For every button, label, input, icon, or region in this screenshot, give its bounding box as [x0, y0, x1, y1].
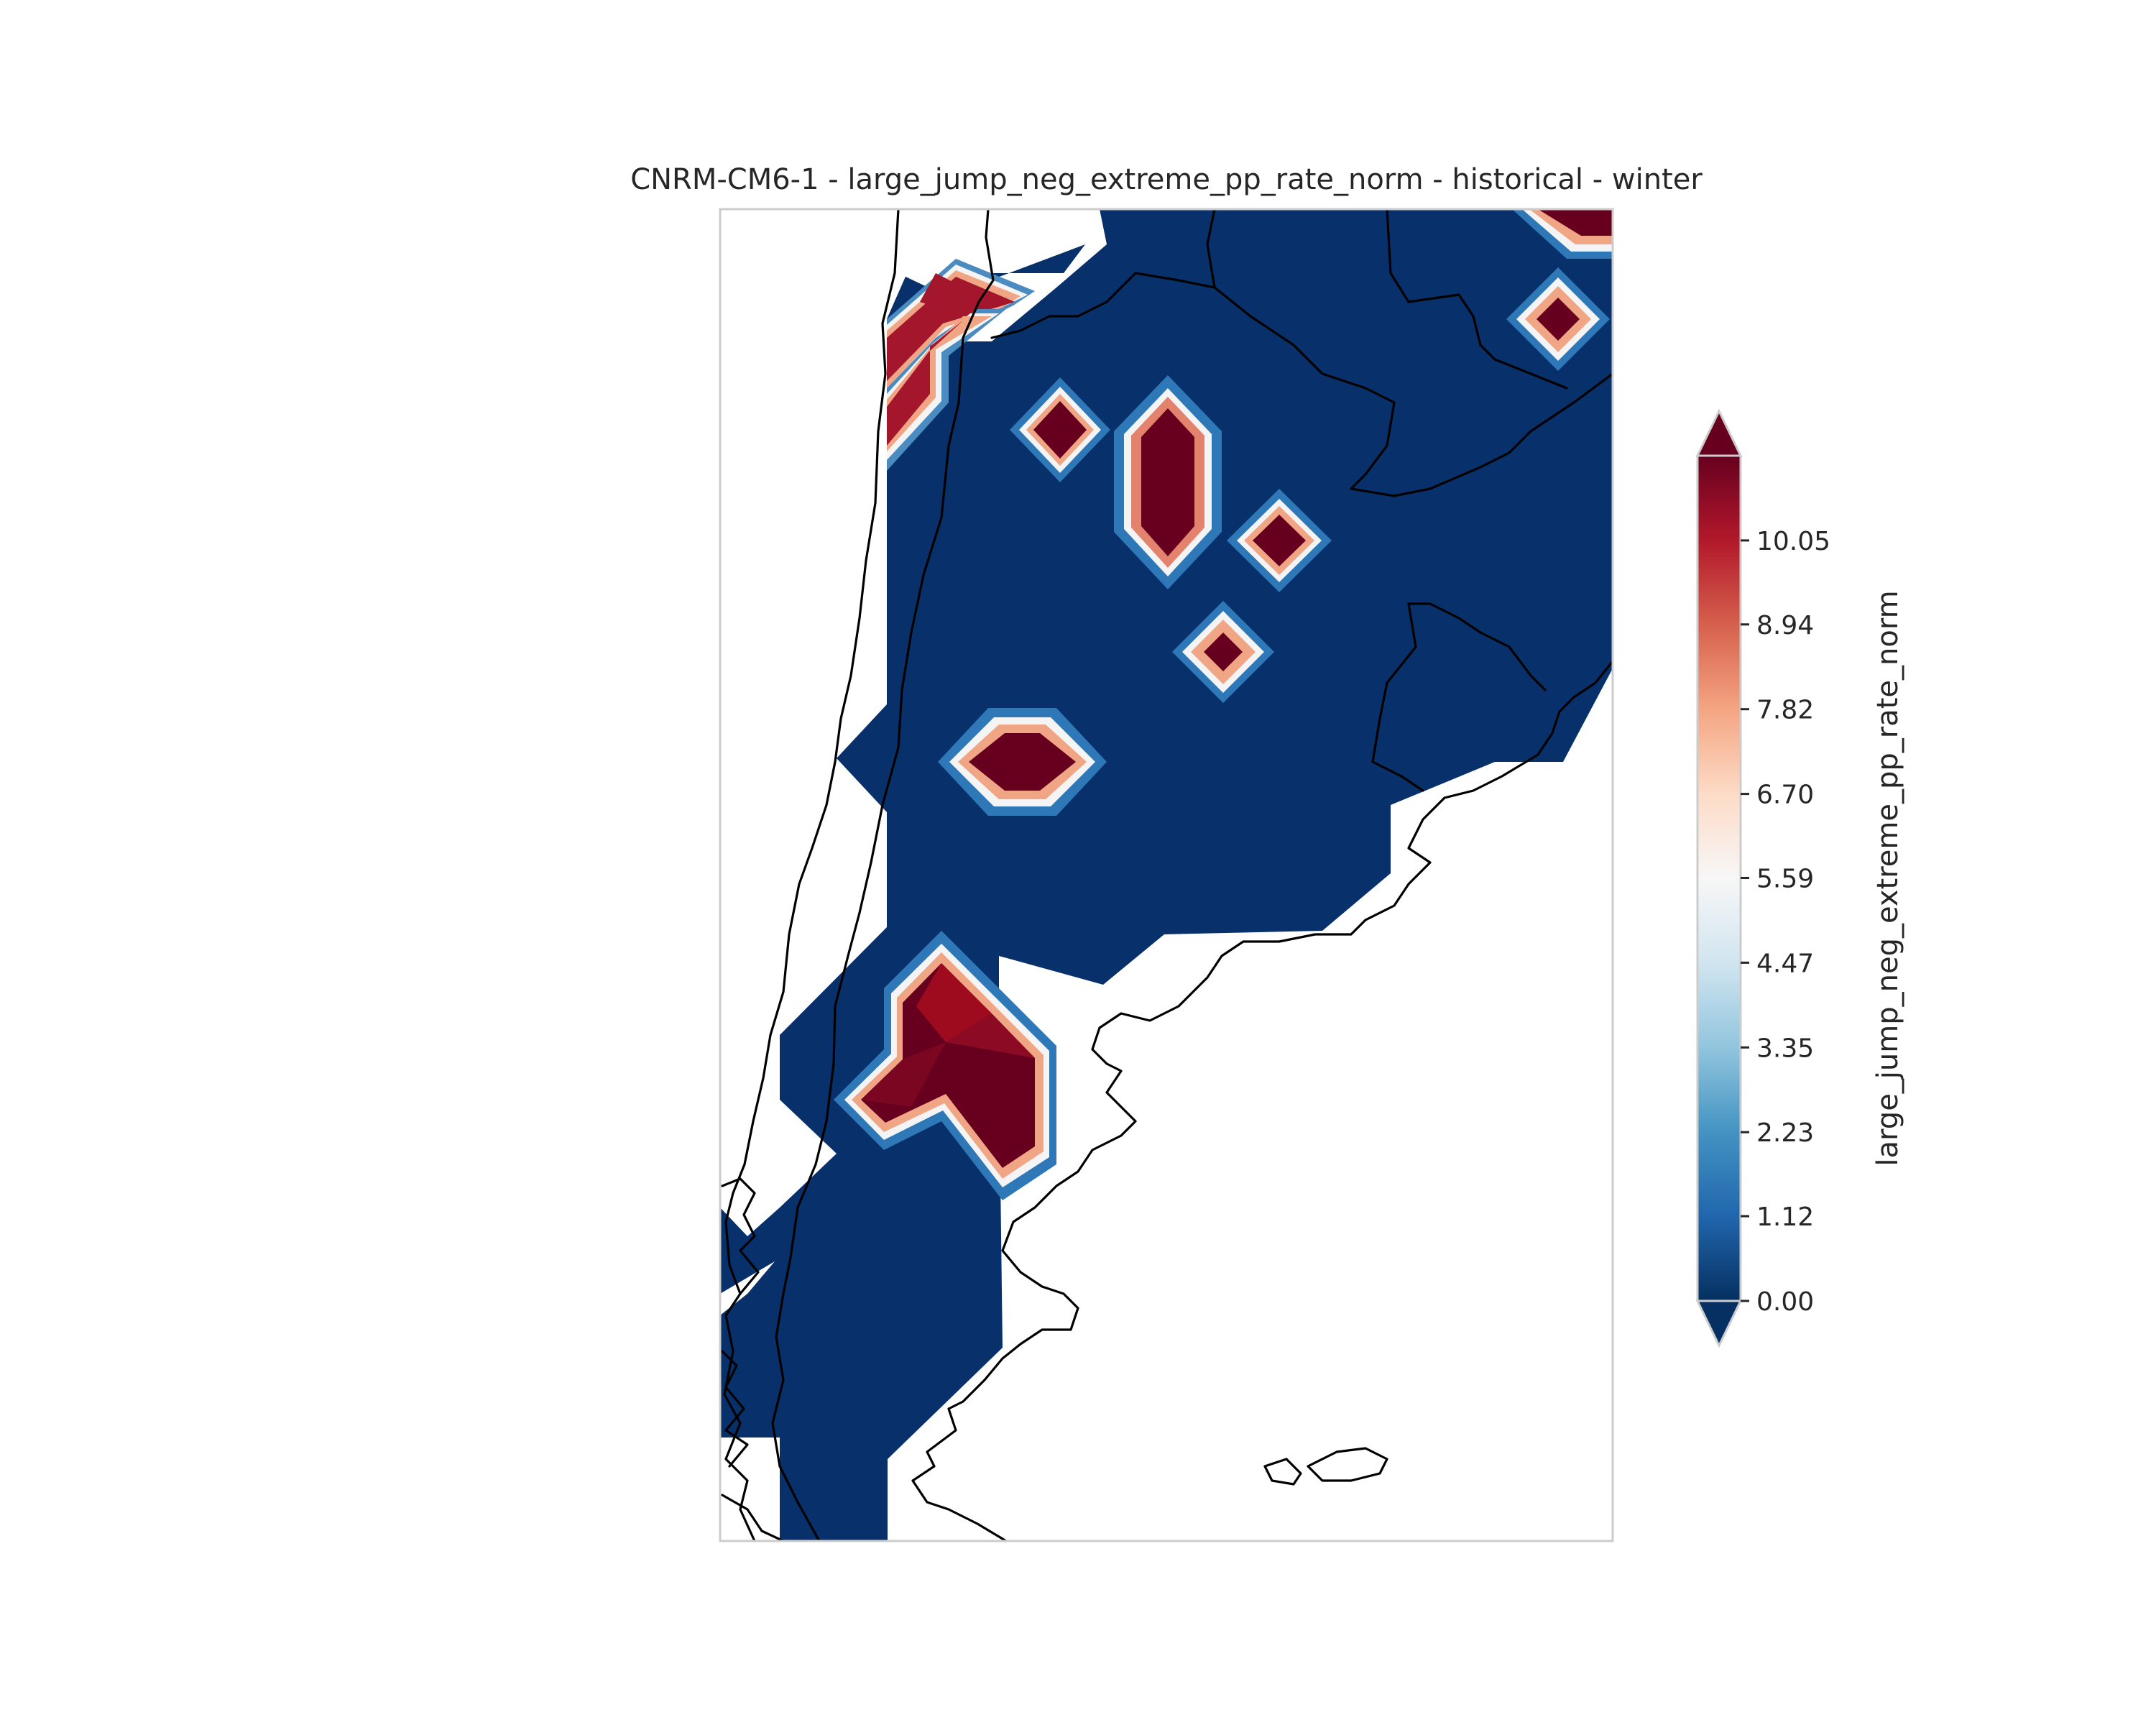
colorbar-tick-label: 0.00 — [1756, 1287, 1814, 1317]
colorbar-extend-min — [1695, 1300, 1743, 1348]
colorbar-tick-label: 7.82 — [1756, 696, 1814, 725]
colorbar-tick-label: 5.59 — [1756, 864, 1814, 893]
colorbar: 0.00 1.12 2.23 3.35 4.47 5.59 6.70 7.82 8.94 10.0… — [1695, 408, 1904, 1348]
coastlines — [721, 209, 1613, 1541]
colorbar-tick-label: 4.47 — [1756, 949, 1814, 978]
map-frame — [719, 208, 1614, 1542]
colorbar-tick-label: 3.35 — [1756, 1034, 1814, 1063]
map-axes — [720, 209, 1613, 1541]
colorbar-tick-label: 1.12 — [1756, 1202, 1814, 1232]
map-title: CNRM-CM6-1 - large_jump_neg_extreme_pp_r… — [630, 163, 1703, 196]
colorbar-tick-label: 2.23 — [1756, 1118, 1814, 1148]
colorbar-ticks: 0.00 1.12 2.23 3.35 4.47 5.59 6.70 7.82 8.94 10.0… — [1741, 527, 1830, 1317]
field-high-features — [834, 209, 1613, 1200]
colorbar-tick-label: 6.70 — [1756, 781, 1814, 810]
colorbar-tick-label: 10.05 — [1756, 527, 1830, 556]
colorbar-extend-max — [1695, 408, 1743, 457]
colorbar-body — [1696, 454, 1742, 1302]
colorbar-label: large_jump_neg_extreme_pp_rate_norm — [1871, 590, 1904, 1166]
colorbar-tick-label: 8.94 — [1756, 611, 1814, 640]
